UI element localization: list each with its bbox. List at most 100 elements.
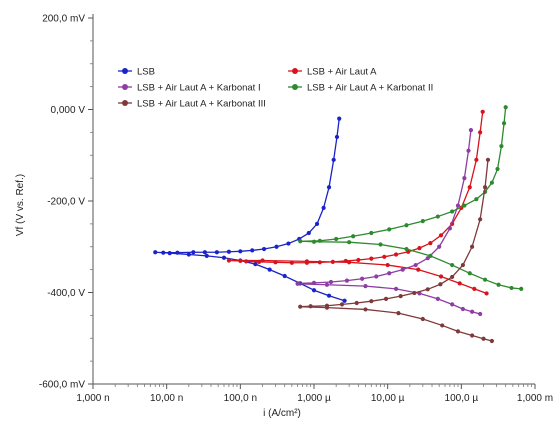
data-point	[404, 223, 409, 228]
series-line	[297, 130, 481, 315]
data-point	[496, 282, 501, 287]
data-point	[298, 239, 303, 244]
data-point	[481, 336, 486, 341]
legend-swatch-marker	[292, 84, 298, 90]
data-point	[472, 286, 477, 291]
data-point	[326, 185, 332, 190]
legend-item: LSB + Air Laut A	[288, 67, 377, 78]
x-tick-label: 1,000 m	[517, 393, 553, 404]
data-point	[478, 311, 483, 317]
data-point	[238, 249, 243, 254]
data-point	[485, 157, 491, 162]
data-point	[244, 259, 249, 264]
data-point	[273, 260, 278, 265]
data-point	[503, 105, 508, 110]
legend-label: LSB + Air Laut A + Karbonat II	[307, 83, 433, 94]
data-point	[167, 251, 172, 256]
data-point	[186, 252, 191, 257]
data-point	[274, 244, 279, 249]
data-point	[204, 253, 209, 258]
data-point	[153, 250, 158, 255]
data-point	[324, 305, 330, 310]
data-point	[501, 121, 507, 126]
series-3	[295, 127, 483, 317]
y-tick-label: 200,0 mV	[42, 14, 85, 25]
x-tick-label: 10,00 n	[150, 393, 183, 404]
data-point	[311, 280, 317, 285]
data-point	[360, 276, 365, 281]
data-point	[404, 246, 409, 252]
data-point	[238, 258, 243, 264]
data-point	[374, 274, 379, 279]
data-point	[314, 221, 320, 226]
data-point	[260, 258, 265, 263]
data-point	[462, 176, 467, 181]
data-point	[450, 302, 455, 307]
data-point	[347, 240, 352, 245]
data-point	[261, 246, 267, 252]
data-point	[334, 134, 340, 140]
data-point	[478, 217, 483, 222]
legend-item: LSB + Air Laut A + Karbonat III	[118, 99, 266, 110]
data-point	[482, 277, 488, 282]
data-point	[304, 259, 309, 264]
data-point	[435, 296, 440, 302]
series-1	[153, 116, 347, 303]
data-point	[339, 302, 345, 307]
data-point	[469, 333, 475, 338]
data-point	[420, 316, 425, 322]
data-point	[499, 144, 504, 149]
data-point	[385, 262, 390, 268]
data-point	[457, 281, 462, 286]
data-point	[420, 219, 425, 224]
data-point	[387, 227, 392, 232]
data-point	[286, 241, 291, 246]
data-point	[214, 250, 219, 255]
legend-item: LSB	[118, 67, 155, 78]
data-point	[509, 285, 514, 291]
series-line	[299, 159, 493, 342]
data-point	[344, 278, 350, 283]
legend-label: LSB + Air Laut A	[307, 67, 377, 78]
data-point	[317, 260, 322, 265]
data-point	[356, 257, 361, 263]
data-point	[331, 157, 336, 162]
data-point	[437, 244, 442, 249]
legend-item: LSB + Air Laut A + Karbonat II	[288, 83, 433, 94]
data-point	[480, 109, 485, 114]
data-point	[308, 304, 313, 309]
data-point	[466, 148, 471, 153]
data-point	[334, 236, 339, 242]
legend-label: LSB + Air Laut A + Karbonat III	[137, 99, 266, 110]
data-point	[417, 246, 422, 251]
data-point	[474, 197, 479, 202]
data-point	[298, 304, 303, 309]
data-point	[337, 116, 342, 121]
x-tick-label: 1,000 µ	[297, 393, 331, 404]
data-point	[221, 255, 227, 260]
data-point	[342, 298, 347, 303]
data-point	[306, 230, 311, 236]
data-point	[311, 288, 317, 293]
data-point	[250, 248, 255, 253]
data-point	[321, 205, 326, 210]
data-point	[413, 262, 418, 268]
data-point	[489, 180, 495, 185]
data-point	[440, 323, 445, 328]
data-point	[482, 185, 488, 190]
legend-swatch-marker	[122, 100, 128, 106]
series-5	[298, 157, 495, 344]
data-point	[351, 234, 356, 239]
y-tick-label: 0,000 V	[51, 105, 86, 116]
x-axis-title: i (A/cm²)	[263, 408, 301, 419]
data-point	[369, 256, 374, 261]
data-point	[469, 309, 475, 314]
series-line	[154, 118, 345, 302]
y-tick-label: -400,0 V	[47, 288, 85, 299]
data-point	[519, 286, 524, 291]
data-point	[369, 299, 374, 304]
y-tick-label: -200,0 V	[47, 197, 85, 208]
data-point	[455, 203, 461, 208]
x-tick-label: 100,0 n	[224, 393, 257, 404]
